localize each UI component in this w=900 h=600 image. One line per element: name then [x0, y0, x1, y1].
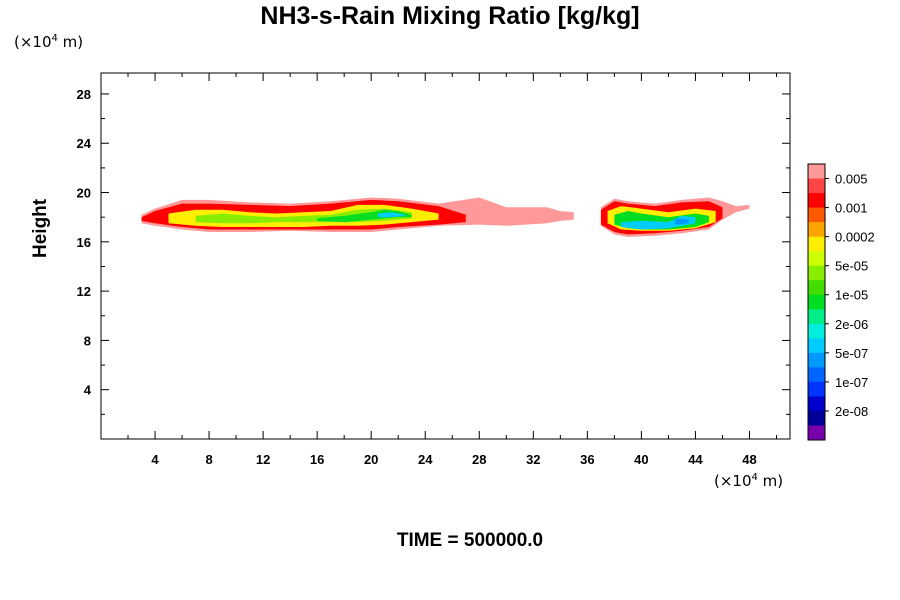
contour-regions [141, 197, 750, 237]
x-tick-label-3: 16 [310, 452, 324, 467]
colorbar-swatch-4 [808, 222, 825, 238]
colorbar-swatch-5 [808, 236, 825, 252]
colorbar-swatch-0 [808, 164, 825, 179]
colorbar-swatch-9 [808, 294, 825, 310]
colorbar-swatch-1 [808, 178, 825, 194]
y-unit-label: (×104 m) [14, 33, 84, 51]
time-footer: TIME = 500000.0 [396, 530, 544, 551]
y-tick-label-5: 24 [77, 136, 92, 151]
colorbar-label-8: 2e-08 [835, 404, 868, 419]
x-tick-label-7: 32 [526, 452, 540, 467]
x-tick-label-8: 36 [580, 452, 594, 467]
colorbar-swatch-18 [808, 425, 825, 441]
colorbar-label-7: 1e-07 [835, 375, 868, 390]
colorbar-swatch-3 [808, 207, 825, 223]
x-tick-label-5: 24 [418, 452, 433, 467]
colorbar-swatch-16 [808, 396, 825, 412]
colorbar-label-3: 5e-05 [835, 259, 868, 274]
colorbar-label-5: 2e-06 [835, 317, 868, 332]
colorbar-label-0: 0.005 [835, 172, 868, 187]
contour-region-5 [378, 212, 405, 218]
colorbar-swatch-11 [808, 323, 825, 339]
colorbar-label-4: 1e-05 [835, 288, 868, 303]
plot-frame [100, 72, 791, 440]
colorbar-label-2: 0.0002 [835, 230, 875, 245]
colorbar-label-6: 5e-07 [835, 346, 868, 361]
y-tick-label-0: 4 [84, 383, 92, 398]
colorbar-swatch-2 [808, 193, 825, 208]
x-tick-label-6: 28 [472, 452, 486, 467]
y-tick-label-4: 20 [77, 186, 91, 201]
colorbar-swatch-15 [808, 381, 825, 397]
colorbar-frame [807, 163, 826, 441]
colorbar-label-1: 0.001 [835, 201, 868, 216]
colorbar-swatch-17 [808, 410, 825, 426]
y-tick-label-1: 8 [84, 333, 91, 348]
x-tick-label-1: 8 [205, 452, 212, 467]
colorbar-swatch-14 [808, 367, 825, 383]
x-tick-label-10: 44 [688, 452, 703, 467]
y-tick-label-3: 16 [77, 235, 91, 250]
chart-title: NH3-s-Rain Mixing Ratio [kg/kg] [260, 2, 640, 30]
contour-region-11 [675, 218, 689, 225]
colorbar: 0.005 0.001 0.0002 5e-05 1e-05 2e-06 5e-07 1e-0… [807, 163, 875, 441]
x-tick-label-0: 4 [151, 452, 159, 467]
colorbar-swatch-7 [808, 265, 825, 281]
colorbar-swatch-6 [808, 251, 825, 267]
x-tick-label-2: 12 [256, 452, 270, 467]
colorbar-swatch-13 [808, 352, 825, 368]
x-tick-label-4: 20 [364, 452, 378, 467]
y-tick-label-2: 12 [77, 284, 91, 299]
colorbar-swatch-8 [808, 280, 825, 296]
x-tick-label-9: 40 [634, 452, 648, 467]
x-unit-label: (×104 m) [714, 472, 784, 490]
colorbar-swatch-10 [808, 309, 825, 325]
x-tick-label-11: 48 [742, 452, 756, 467]
y-tick-label-6: 28 [77, 87, 91, 102]
colorbar-swatch-12 [808, 338, 825, 354]
